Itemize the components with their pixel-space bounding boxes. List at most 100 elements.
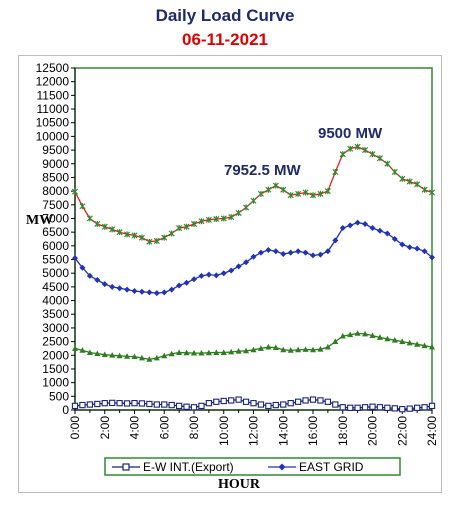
series-east-grid-point — [287, 249, 294, 256]
series-load-point — [362, 147, 369, 154]
plot-area — [74, 67, 433, 411]
series-load-point — [161, 234, 168, 241]
series-ew-int-point — [116, 400, 123, 407]
series-ew-int-point — [242, 398, 250, 405]
series-lower-point — [302, 346, 309, 352]
series-ew-int-point — [228, 397, 235, 404]
series-load-point — [421, 186, 428, 193]
series-east-grid-point — [116, 285, 123, 292]
series-lower-point — [406, 339, 413, 346]
series-lower-point — [250, 346, 257, 353]
series-ew-int-point — [302, 397, 309, 404]
series-load-point — [146, 238, 153, 245]
series-load-point — [384, 160, 391, 167]
series-load-point — [86, 215, 93, 222]
series-lower-point — [72, 345, 78, 351]
series-lower-point — [131, 353, 138, 360]
series-ew-int-point — [168, 401, 175, 409]
series-lower-point — [257, 345, 264, 351]
series-ew-int-point — [324, 398, 332, 405]
series-east-grid-point — [354, 219, 361, 226]
series-ew-int-point — [198, 402, 205, 410]
y-tick-label: 11000 — [37, 102, 70, 116]
series-east-grid-point — [399, 241, 406, 248]
x-tick-label: 14:00 — [276, 416, 290, 446]
series-lower-point — [287, 347, 294, 353]
y-tick-label: 11500 — [37, 88, 70, 102]
series-load-point — [406, 178, 413, 185]
series-load-point — [250, 197, 257, 204]
legend-ew-int-label: E-W INT.(Export) — [143, 460, 234, 474]
series-lower-point — [220, 349, 227, 355]
y-tick-label: 12000 — [36, 75, 70, 89]
series-east-grid-point — [414, 245, 421, 252]
x-tick-label: 24:00 — [425, 416, 439, 446]
series-load-point — [280, 186, 287, 193]
series-ew-int-point — [86, 401, 94, 408]
series-east-grid-point — [339, 225, 346, 232]
legend-ew-int-marker — [122, 463, 130, 471]
series-east-grid-point — [86, 272, 93, 279]
series-load-point — [265, 186, 272, 193]
series-east-grid-point — [376, 227, 383, 234]
series-lower-point — [272, 344, 279, 351]
series-load-point — [94, 220, 101, 227]
y-tick-label: 4500 — [42, 280, 69, 294]
series-ew-int-point — [220, 397, 227, 405]
series-lower-point — [94, 350, 101, 357]
series-east-grid-point — [213, 272, 220, 279]
x-tick-label: 22:00 — [395, 416, 409, 446]
series-ew-int-point — [213, 398, 220, 405]
series-east-grid-point — [235, 263, 242, 270]
series-east-grid-point — [243, 259, 250, 266]
series-load-point — [287, 192, 294, 199]
series-east-grid-point — [72, 255, 78, 262]
series-east-grid-point — [138, 288, 145, 295]
series-lower-point — [332, 338, 339, 344]
series-ew-int-point — [161, 401, 168, 408]
series-ew-int-point — [280, 401, 287, 408]
series-ew-int-point — [257, 401, 265, 408]
x-tick-label: 4:00 — [128, 416, 142, 440]
series-ew-int-point — [101, 400, 108, 407]
series-lower-point — [339, 332, 346, 339]
y-axis-ticks: 0500100015002000250030003500400045005000… — [36, 61, 75, 417]
series-load-point — [131, 232, 138, 239]
series-layer — [71, 143, 436, 413]
series-lower-point — [138, 354, 145, 361]
series-load-point — [428, 189, 436, 196]
annotation-peak-evening: 9500 MW — [318, 125, 383, 142]
series-east-grid-point — [168, 286, 175, 293]
series-load-point — [176, 225, 183, 232]
series-ew-int-point — [205, 400, 213, 407]
series-load-point — [71, 188, 79, 195]
series-east-grid-point — [131, 287, 138, 294]
series-lower-point — [109, 352, 116, 358]
y-tick-label: 8000 — [42, 184, 69, 198]
series-east-grid-point — [153, 290, 160, 297]
series-lower-point — [295, 346, 302, 353]
series-ew-int-point — [376, 404, 384, 411]
y-tick-label: 12500 — [36, 61, 70, 75]
y-tick-label: 500 — [49, 389, 69, 403]
series-lower-point — [86, 349, 93, 355]
series-lower-point — [101, 351, 108, 358]
series-east-grid-point — [332, 237, 339, 244]
series-east-grid-point — [295, 248, 302, 255]
series-east-grid-point — [272, 248, 279, 255]
series-lower-point — [347, 331, 354, 338]
legend: E-W INT.(Export) EAST GRID — [104, 457, 401, 476]
y-tick-label: 8500 — [42, 170, 69, 184]
series-load-point — [220, 215, 227, 222]
y-tick-label: 5000 — [42, 266, 69, 280]
series-lower-point — [116, 352, 123, 359]
series-east-grid-point — [384, 230, 391, 237]
series-lower-point — [376, 334, 383, 340]
series-ew-int-point — [421, 404, 428, 411]
series-ew-int-point — [354, 404, 361, 411]
series-load-point — [101, 223, 108, 230]
y-tick-label: 9500 — [42, 143, 69, 157]
series-load-point — [168, 230, 175, 237]
series-lower-point — [183, 349, 190, 356]
